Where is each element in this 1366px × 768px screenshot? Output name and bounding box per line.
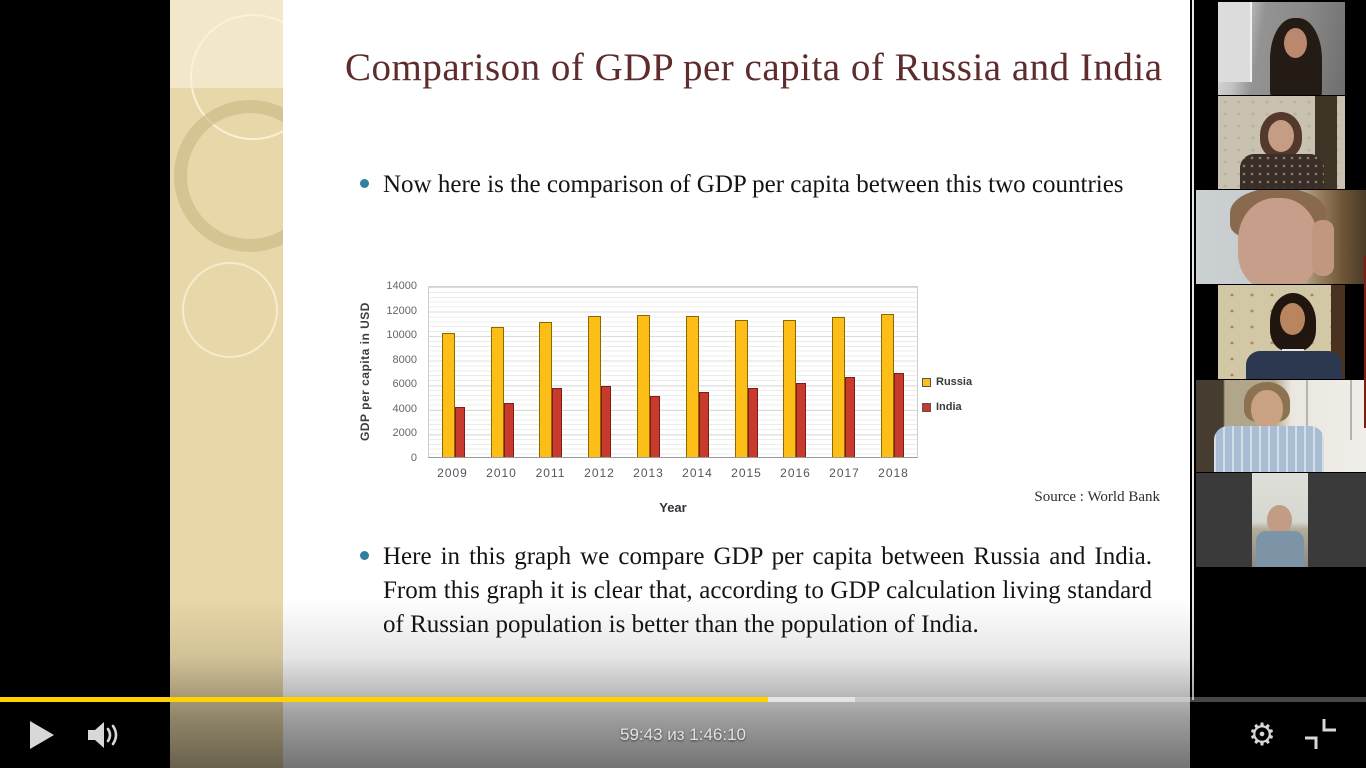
person-face <box>1284 28 1307 58</box>
bar-group-2012 <box>575 287 624 457</box>
india-bar <box>698 391 709 457</box>
chart-legend: Russia India <box>922 376 972 426</box>
chart-x-ticks: 2009 2010 2011 2012 2013 2014 2015 2016 2017 2018 <box>428 466 918 480</box>
gdp-bar-chart: GDP per capita in USD 0 2000 4000 6000 8000 1… <box>355 276 1045 526</box>
bullet-item-2: Here in this graph we compare GDP per ca… <box>360 540 1152 642</box>
bar-group-2014 <box>673 287 722 457</box>
bar-group-2009 <box>429 287 478 457</box>
bar-group-2010 <box>478 287 527 457</box>
decor-circle <box>182 262 278 358</box>
bullet-dot <box>360 551 369 560</box>
slide-title: Comparison of GDP per capita of Russia a… <box>345 46 1163 89</box>
chart-plot-area <box>428 286 918 458</box>
bar-group-2013 <box>624 287 673 457</box>
decor-circle <box>174 100 283 252</box>
russia-bar <box>588 316 602 457</box>
y-tick-label: 14000 <box>386 280 417 292</box>
bullet-item-1: Now here is the comparison of GDP per ca… <box>360 168 1152 202</box>
chart-y-ticks: 0 2000 4000 6000 8000 10000 12000 14000 <box>377 280 421 464</box>
chart-y-axis-label: GDP per capita in USD <box>358 302 372 442</box>
bullet-dot <box>360 179 369 188</box>
india-bar <box>796 382 807 457</box>
x-tick-label: 2013 <box>633 466 664 480</box>
x-tick-label: 2018 <box>878 466 909 480</box>
russia-bar <box>881 313 895 457</box>
fullscreen-toggle-button[interactable] <box>1300 713 1340 755</box>
x-tick-label: 2012 <box>584 466 615 480</box>
participant-video-5 <box>1196 380 1366 472</box>
x-tick-label: 2011 <box>535 466 566 480</box>
russia-bar <box>637 314 651 457</box>
x-tick-label: 2016 <box>780 466 811 480</box>
played-bar <box>0 697 768 702</box>
y-tick-label: 4000 <box>392 402 417 415</box>
russia-bar <box>832 316 846 457</box>
russia-bar <box>539 321 553 457</box>
russia-bar <box>685 316 699 457</box>
y-tick-label: 6000 <box>392 378 417 391</box>
participant-video-4 <box>1218 285 1345 379</box>
person-face <box>1267 505 1292 535</box>
participant-video-3 <box>1196 190 1366 284</box>
participant-video-1 <box>1218 2 1345 95</box>
bar-group-2011 <box>527 287 576 457</box>
fullscreen-icon <box>1305 719 1336 749</box>
russia-bar <box>490 326 504 457</box>
legend-swatch <box>922 402 931 412</box>
participants-sidebar <box>1196 0 1366 768</box>
window <box>1218 2 1252 82</box>
x-tick-label: 2009 <box>437 466 468 480</box>
source-note: Source : World Bank <box>1034 489 1160 505</box>
gear-icon: ⚙ <box>1248 717 1276 753</box>
legend-item-russia: Russia <box>922 376 972 388</box>
russia-bar <box>441 332 455 457</box>
india-bar <box>454 406 465 457</box>
x-tick-label: 2017 <box>829 466 860 480</box>
chart-x-axis-label: Year <box>659 500 687 515</box>
india-bar <box>894 373 905 457</box>
india-bar <box>503 402 514 457</box>
india-bar <box>650 396 661 457</box>
video-edge-artifact <box>1364 256 1366 428</box>
bar-group-2015 <box>722 287 771 457</box>
legend-label: Russia <box>936 376 973 388</box>
person-face <box>1280 303 1305 335</box>
india-bar <box>845 377 856 457</box>
bullet-text-2: Here in this graph we compare GDP per ca… <box>383 543 1152 638</box>
y-tick-label: 0 <box>410 452 417 464</box>
russia-bar <box>783 320 797 457</box>
y-tick-label: 12000 <box>386 304 417 317</box>
bar-group-2017 <box>819 287 868 457</box>
y-tick-label: 2000 <box>392 427 417 440</box>
legend-label: India <box>936 401 962 413</box>
y-tick-label: 8000 <box>392 353 417 366</box>
slide-decor-band <box>170 0 283 768</box>
settings-button[interactable]: ⚙ <box>1245 716 1279 754</box>
y-tick-label: 10000 <box>386 329 417 342</box>
seek-bar[interactable] <box>0 697 1366 702</box>
participant-video-2 <box>1218 96 1345 189</box>
person-face <box>1238 198 1318 284</box>
person-face <box>1251 390 1283 428</box>
player-controls: 59:43 из 1:46:10 ⚙ <box>0 703 1366 768</box>
russia-bar <box>734 320 748 457</box>
legend-swatch <box>922 377 931 387</box>
india-bar <box>747 388 758 457</box>
presentation-slide: Comparison of GDP per capita of Russia a… <box>170 0 1190 768</box>
india-bar <box>552 388 563 457</box>
legend-item-india: India <box>922 401 972 413</box>
india-bar <box>601 386 612 457</box>
bullet-text-1: Now here is the comparison of GDP per ca… <box>383 171 1124 198</box>
slide-right-edge <box>1192 0 1194 700</box>
person-face <box>1268 120 1294 152</box>
time-display: 59:43 из 1:46:10 <box>620 725 746 744</box>
participant-video-6 <box>1196 473 1366 567</box>
x-tick-label: 2015 <box>731 466 762 480</box>
x-tick-label: 2010 <box>486 466 517 480</box>
bar-group-2016 <box>771 287 820 457</box>
bar-group-2018 <box>868 287 917 457</box>
x-tick-label: 2014 <box>682 466 713 480</box>
